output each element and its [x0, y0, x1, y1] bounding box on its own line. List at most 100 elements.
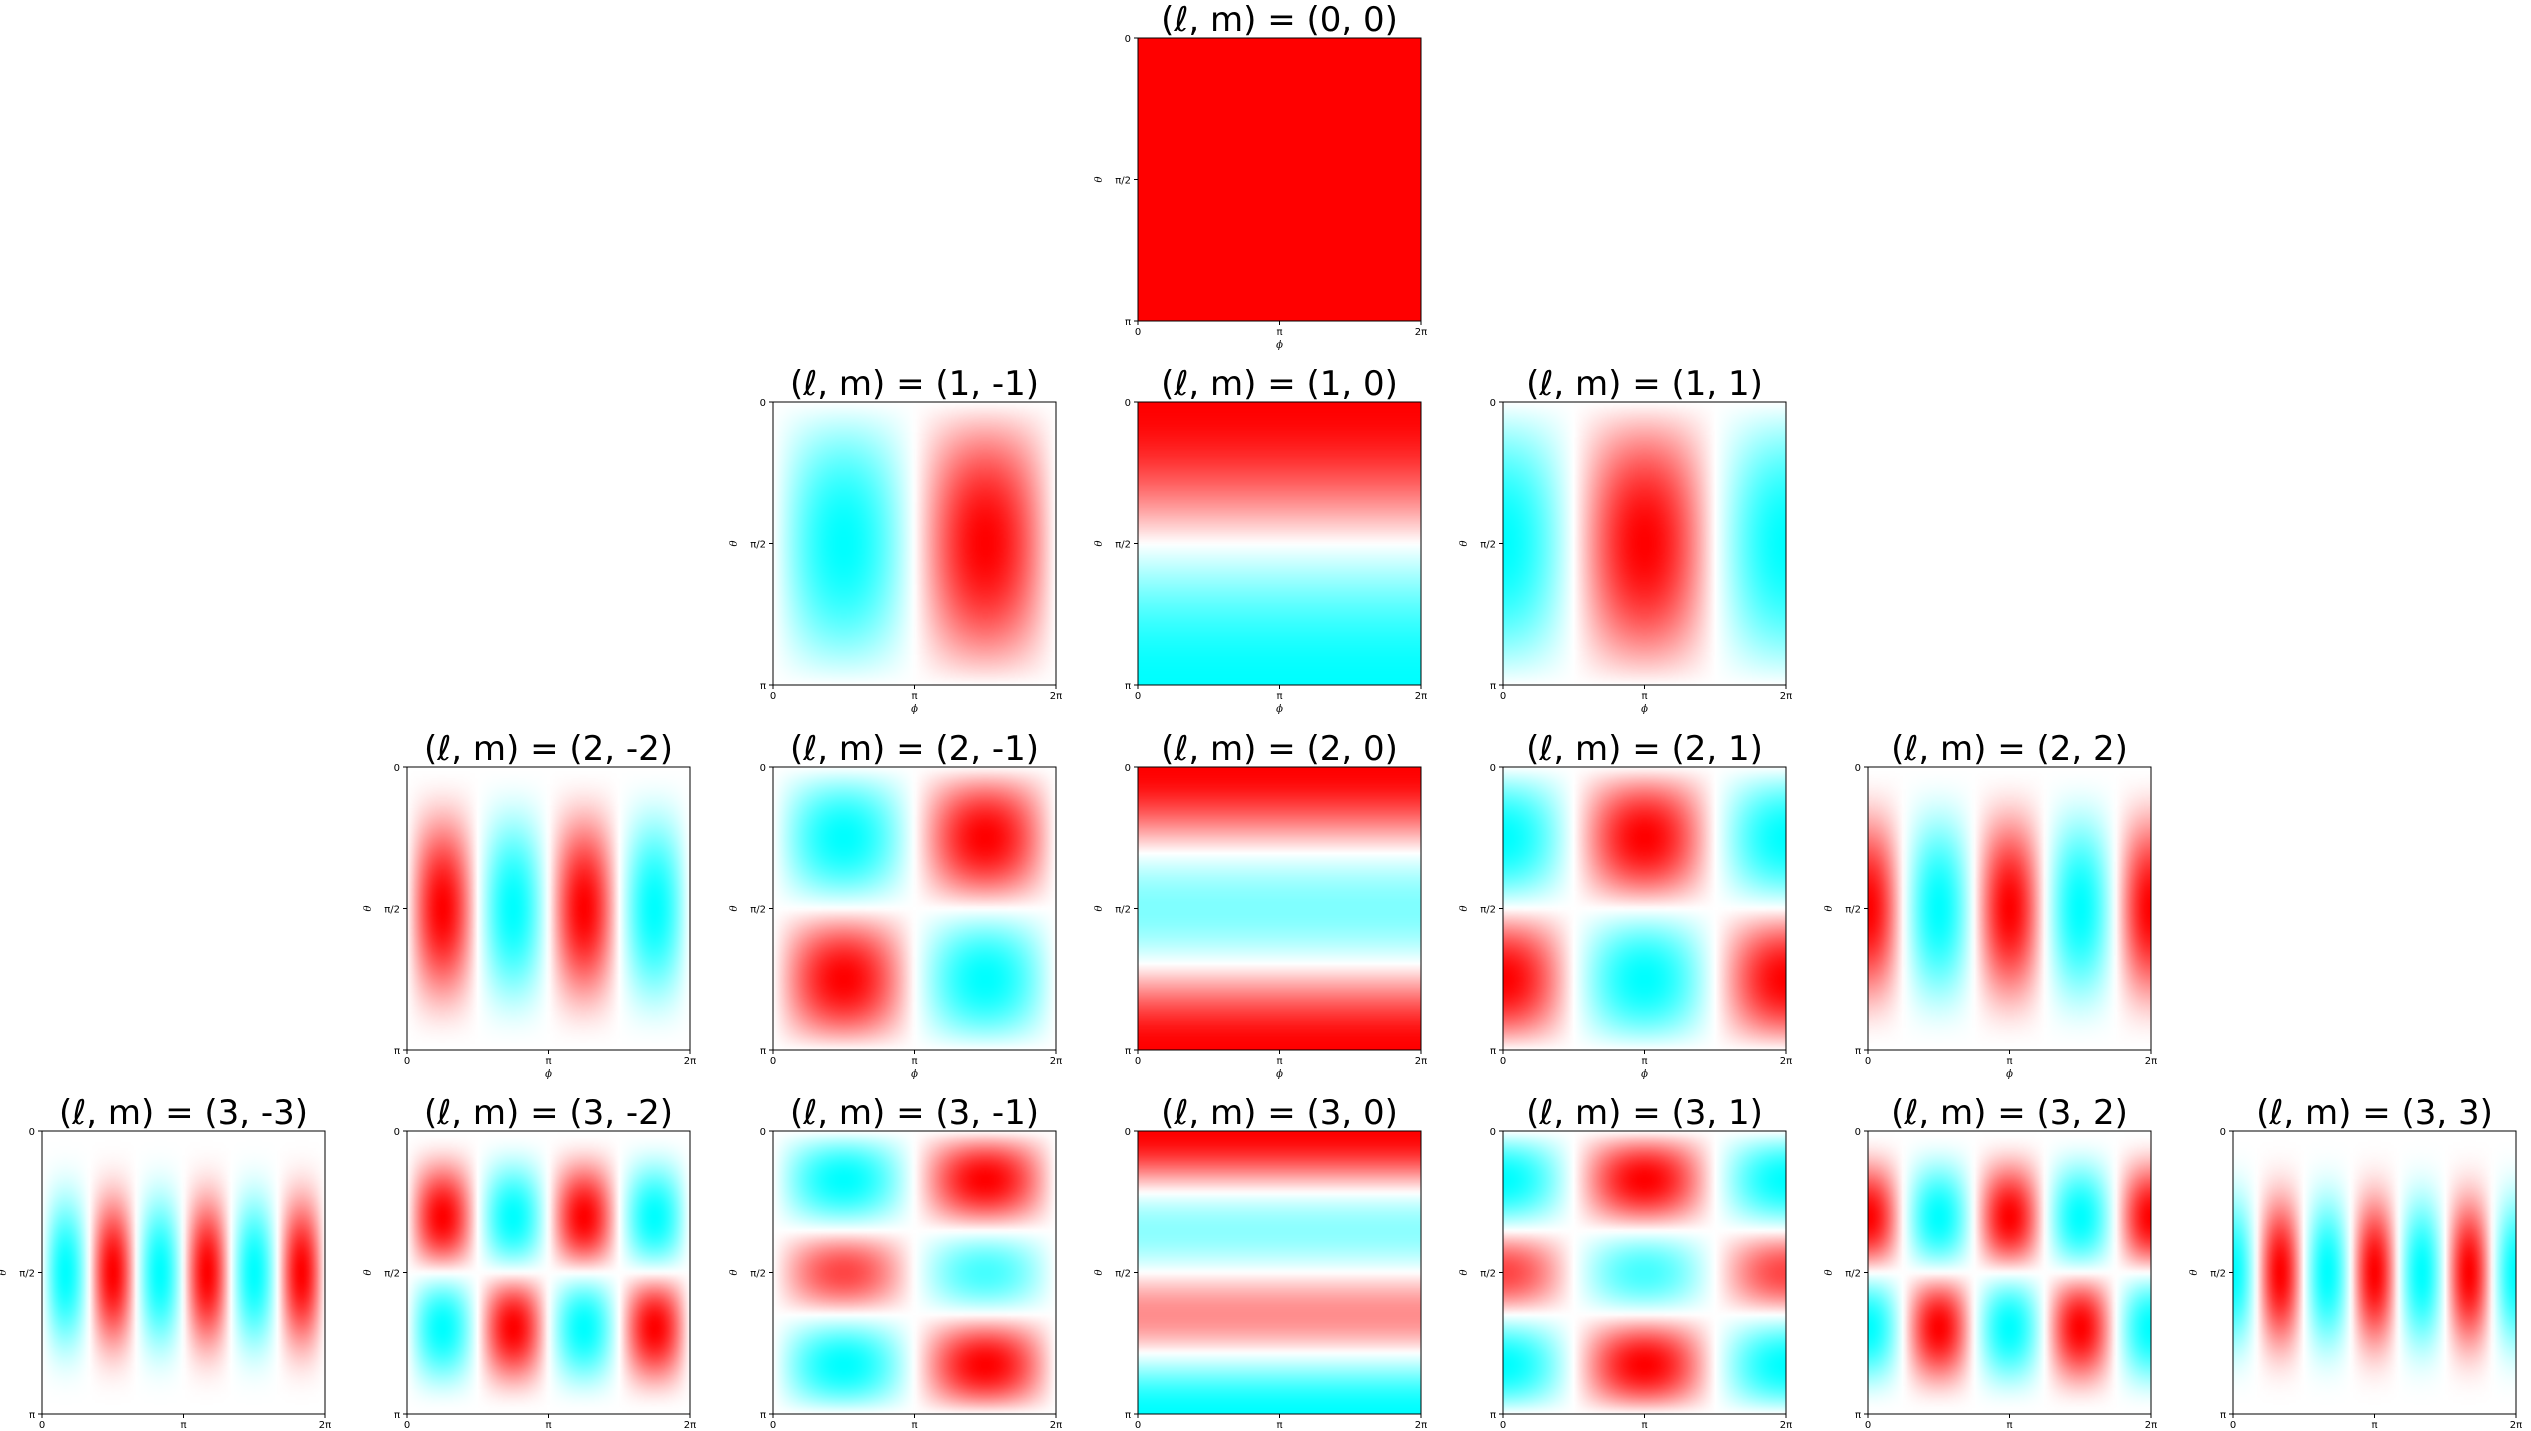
panel-title: (ℓ, m) = (0, 0) — [1161, 0, 1398, 40]
panel-title: (ℓ, m) = (2, -1) — [790, 729, 1039, 769]
heatmap-image — [773, 1131, 1056, 1414]
y-tick-label: π — [1490, 681, 1496, 692]
x-tick-label: π — [911, 1420, 917, 1431]
y-tick-label: π — [1125, 681, 1131, 692]
panel-title: (ℓ, m) = (1, -1) — [790, 364, 1039, 404]
x-axis-label: ϕ — [545, 1069, 552, 1080]
y-axis-label: θ — [363, 1269, 374, 1275]
x-axis-label: ϕ — [1276, 1069, 1283, 1080]
x-tick-label: π — [1276, 691, 1282, 702]
x-axis-label: ϕ — [911, 1069, 918, 1080]
y-tick-label: 0 — [1490, 1127, 1496, 1138]
y-axis-label: θ — [363, 905, 374, 911]
panel-title: (ℓ, m) = (3, 1) — [1526, 1093, 1763, 1133]
heatmap-image — [42, 1131, 325, 1414]
y-tick-label: π — [1490, 1410, 1496, 1421]
x-tick-label: 2π — [2145, 1056, 2157, 1067]
y-tick-label: 0 — [1855, 1127, 1861, 1138]
x-axis-label: ϕ — [2006, 1069, 2013, 1080]
x-tick-label: 2π — [1780, 1056, 1792, 1067]
x-axis-label: ϕ — [1641, 704, 1648, 715]
y-axis-label: θ — [729, 905, 740, 911]
x-tick-label: π — [545, 1056, 551, 1067]
panel-title: (ℓ, m) = (1, 1) — [1526, 364, 1763, 404]
x-tick-label: π — [1276, 1056, 1282, 1067]
y-tick-label: 0 — [1125, 34, 1131, 45]
heatmap-image — [1503, 402, 1786, 685]
heatmap-image — [407, 767, 690, 1050]
x-tick-label: π — [1276, 327, 1282, 338]
heatmap-image — [1138, 38, 1421, 321]
x-tick-label: π — [2371, 1420, 2377, 1431]
panel-title: (ℓ, m) = (3, -3) — [59, 1093, 308, 1133]
x-tick-label: 2π — [1050, 1056, 1062, 1067]
x-tick-label: 0 — [39, 1420, 45, 1431]
y-tick-label: π/2 — [1845, 1269, 1861, 1280]
x-tick-label: 0 — [1865, 1420, 1871, 1431]
y-tick-label: π/2 — [1115, 1269, 1131, 1280]
x-tick-label: 0 — [1500, 1056, 1506, 1067]
y-tick-label: π/2 — [384, 1269, 400, 1280]
x-tick-label: 2π — [1050, 1420, 1062, 1431]
x-tick-label: 2π — [1415, 1420, 1427, 1431]
panel-title: (ℓ, m) = (2, 2) — [1891, 729, 2128, 769]
heatmap-image — [1138, 402, 1421, 685]
y-axis-label: θ — [729, 540, 740, 546]
y-tick-label: 0 — [394, 1127, 400, 1138]
heatmap-image — [407, 1131, 690, 1414]
y-tick-label: π/2 — [1115, 176, 1131, 187]
x-axis-label: ϕ — [911, 704, 918, 715]
x-tick-label: π — [1641, 691, 1647, 702]
y-tick-label: π/2 — [750, 905, 766, 916]
heatmap-image — [1138, 1131, 1421, 1414]
x-tick-label: 2π — [1050, 691, 1062, 702]
y-axis-label: θ — [0, 1269, 9, 1275]
y-tick-label: π — [1855, 1410, 1861, 1421]
heatmap-image — [773, 767, 1056, 1050]
y-axis-label: θ — [1094, 1269, 1105, 1275]
y-tick-label: π — [394, 1046, 400, 1057]
x-tick-label: 2π — [684, 1420, 696, 1431]
y-tick-label: π — [1125, 317, 1131, 328]
y-tick-label: π — [1125, 1046, 1131, 1057]
y-tick-label: 0 — [1490, 763, 1496, 774]
y-tick-label: π/2 — [1480, 540, 1496, 551]
y-tick-label: π/2 — [19, 1269, 35, 1280]
y-tick-label: π — [760, 1410, 766, 1421]
x-tick-label: 0 — [1135, 1420, 1141, 1431]
x-tick-label: π — [545, 1420, 551, 1431]
y-tick-label: π/2 — [2210, 1269, 2226, 1280]
x-tick-label: 2π — [1780, 691, 1792, 702]
x-axis-label: ϕ — [1276, 704, 1283, 715]
y-tick-label: π/2 — [750, 540, 766, 551]
panel-title: (ℓ, m) = (3, 3) — [2256, 1093, 2493, 1133]
y-tick-label: π — [2220, 1410, 2226, 1421]
x-tick-label: 2π — [1780, 1420, 1792, 1431]
y-tick-label: π/2 — [384, 905, 400, 916]
x-tick-label: 0 — [1500, 1420, 1506, 1431]
x-tick-label: π — [911, 1056, 917, 1067]
x-tick-label: π — [2006, 1056, 2012, 1067]
y-tick-label: π — [760, 681, 766, 692]
x-tick-label: 0 — [1135, 1056, 1141, 1067]
y-tick-label: π — [760, 1046, 766, 1057]
x-tick-label: 0 — [1135, 691, 1141, 702]
y-tick-label: π/2 — [1845, 905, 1861, 916]
x-tick-label: 0 — [2230, 1420, 2236, 1431]
heatmap-image — [1868, 767, 2151, 1050]
y-tick-label: π/2 — [750, 1269, 766, 1280]
heatmap-image — [773, 402, 1056, 685]
y-axis-label: θ — [1459, 1269, 1470, 1275]
x-tick-label: 0 — [404, 1420, 410, 1431]
y-tick-label: π — [1855, 1046, 1861, 1057]
y-tick-label: 0 — [1125, 763, 1131, 774]
